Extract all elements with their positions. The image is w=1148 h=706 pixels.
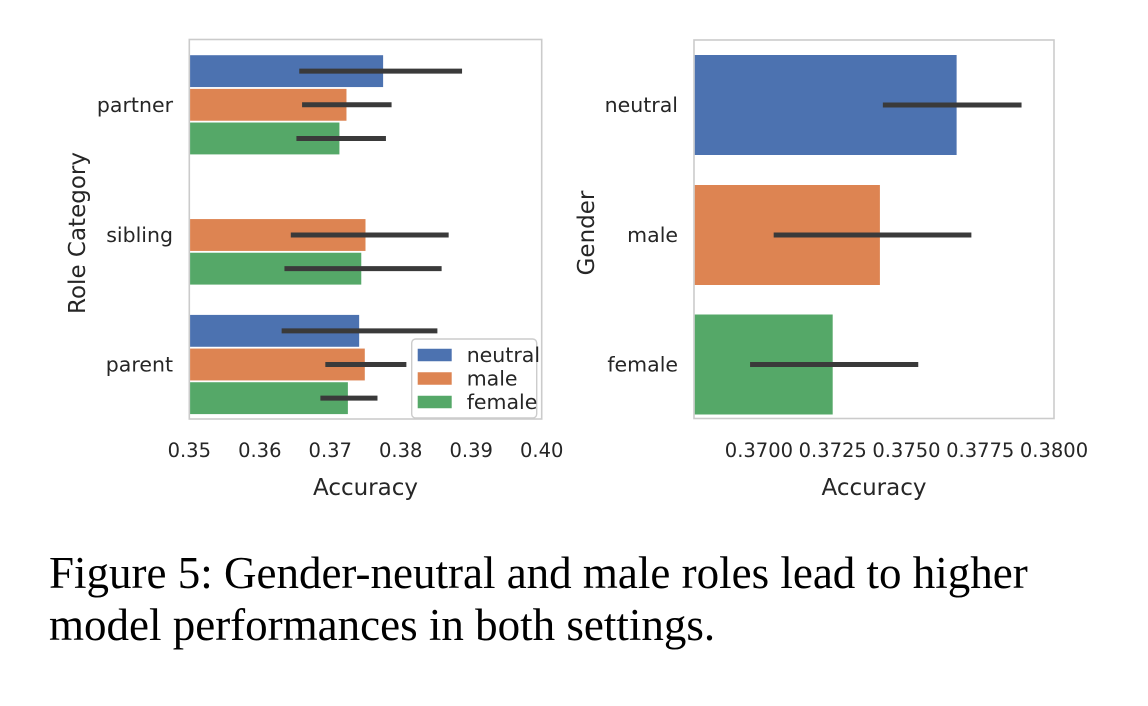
figure-caption: Figure 5: Gender-neutral and male roles … xyxy=(49,547,1028,651)
x-tick-label: 0.3750 xyxy=(872,439,940,462)
y-tick-label-partner: partner xyxy=(97,93,174,117)
x-tick-label: 0.39 xyxy=(450,439,493,462)
x-tick-label: 0.3800 xyxy=(1020,439,1088,462)
x-tick-label: 0.37 xyxy=(309,439,352,462)
x-tick-label: 0.3700 xyxy=(725,439,793,462)
y-axis-label: Role Category xyxy=(65,152,91,314)
x-tick-label: 0.38 xyxy=(379,439,422,462)
y-tick-label-male: male xyxy=(627,223,678,247)
legend-label-neutral: neutral xyxy=(467,343,540,367)
caption-line-1: Figure 5: Gender-neutral and male roles … xyxy=(49,548,1028,598)
y-tick-label-neutral: neutral xyxy=(605,93,678,117)
x-tick-label: 0.35 xyxy=(168,439,211,462)
x-tick-label: 0.40 xyxy=(520,439,563,462)
legend-label-female: female xyxy=(467,390,538,414)
caption-line-2: model performances in both settings. xyxy=(49,600,716,650)
x-axis-label: Accuracy xyxy=(821,475,926,501)
y-tick-label-female: female xyxy=(607,353,678,377)
legend-label-male: male xyxy=(467,367,518,391)
legend-swatch-female xyxy=(417,395,452,409)
y-tick-label-parent: parent xyxy=(106,353,173,377)
x-tick-label: 0.3725 xyxy=(799,439,867,462)
x-tick-label: 0.3775 xyxy=(946,439,1014,462)
y-axis-label: Gender xyxy=(574,190,600,275)
y-tick-label-sibling: sibling xyxy=(106,223,173,247)
legend-swatch-neutral xyxy=(417,348,452,362)
x-tick-label: 0.36 xyxy=(238,439,281,462)
bar-charts-canvas: 0.35 0.36 0.37 0.38 0.39 0.40 Accuracy Role Cat… xyxy=(65,38,1088,501)
x-axis-label: Accuracy xyxy=(313,475,418,501)
legend-swatch-male xyxy=(417,372,452,385)
